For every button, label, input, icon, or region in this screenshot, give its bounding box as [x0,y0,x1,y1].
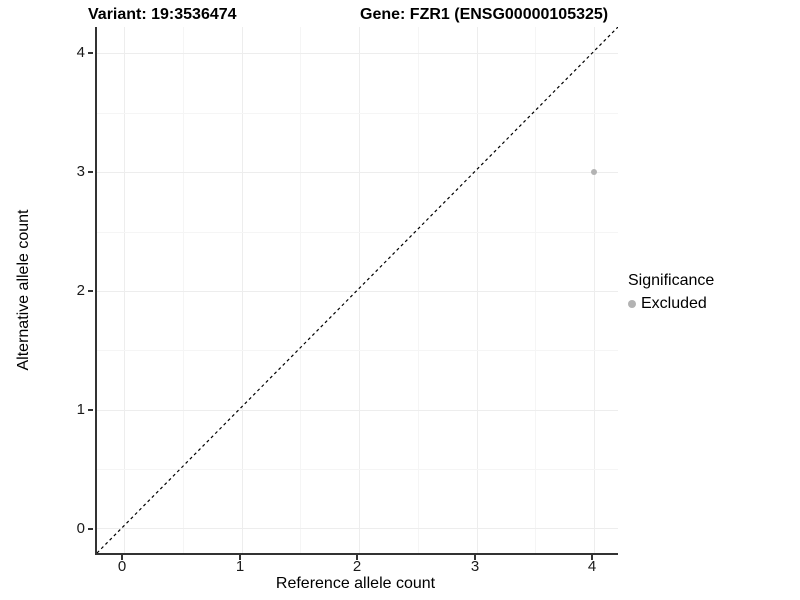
x-tick-mark [591,555,593,560]
gridline-major-v [477,27,478,553]
gridline-minor-h [97,350,618,351]
gridline-major-v [594,27,595,553]
y-tick-mark [88,409,93,411]
legend: Significance Excluded [628,272,714,313]
legend-item-label: Excluded [641,295,707,312]
gridline-major-h [97,528,618,529]
gridline-minor-h [97,469,618,470]
x-tick-mark [356,555,358,560]
x-tick-label: 3 [470,558,480,575]
data-point-excluded [591,169,597,175]
gene-title: Gene: FZR1 (ENSG00000105325) [360,6,609,23]
gridline-major-h [97,172,618,173]
gridline-minor-h [97,232,618,233]
gridline-minor-h [97,113,618,114]
gridline-minor-v [535,27,536,553]
plot-panel [95,27,618,555]
gridline-major-h [97,410,618,411]
gridline-major-v [242,27,243,553]
y-axis-title: Alternative allele count [15,209,32,371]
y-tick-label: 4 [76,44,85,61]
gridline-minor-v [418,27,419,553]
y-tick-label: 0 [76,520,85,537]
gridline-minor-v [300,27,301,553]
gridline-major-h [97,291,618,292]
y-tick-mark [88,52,93,54]
x-tick-label: 4 [587,558,597,575]
x-tick-label: 0 [117,558,127,575]
x-axis-title: Reference allele count [275,575,436,592]
y-tick-mark [88,290,93,292]
gridline-minor-v [183,27,184,553]
x-tick-mark [121,555,123,560]
gridline-major-v [124,27,125,553]
x-tick-label: 1 [235,558,245,575]
y-tick-mark [88,171,93,173]
x-tick-mark [474,555,476,560]
variant-title: Variant: 19:3536474 [88,6,237,23]
excluded-point-icon [628,300,636,308]
legend-item-excluded: Excluded [628,295,714,313]
identity-line [97,27,618,553]
gridline-major-h [97,53,618,54]
gridline-major-v [359,27,360,553]
y-tick-mark [88,528,93,530]
legend-title: Significance [628,272,715,289]
y-tick-label: 2 [76,282,85,299]
x-tick-label: 2 [352,558,362,575]
y-tick-label: 3 [76,163,85,180]
y-tick-label: 1 [76,401,85,418]
x-tick-mark [239,555,241,560]
